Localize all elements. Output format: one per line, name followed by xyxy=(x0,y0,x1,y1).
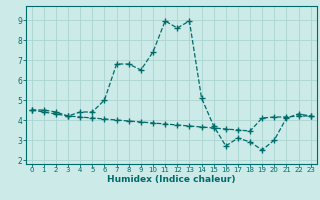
X-axis label: Humidex (Indice chaleur): Humidex (Indice chaleur) xyxy=(107,175,236,184)
